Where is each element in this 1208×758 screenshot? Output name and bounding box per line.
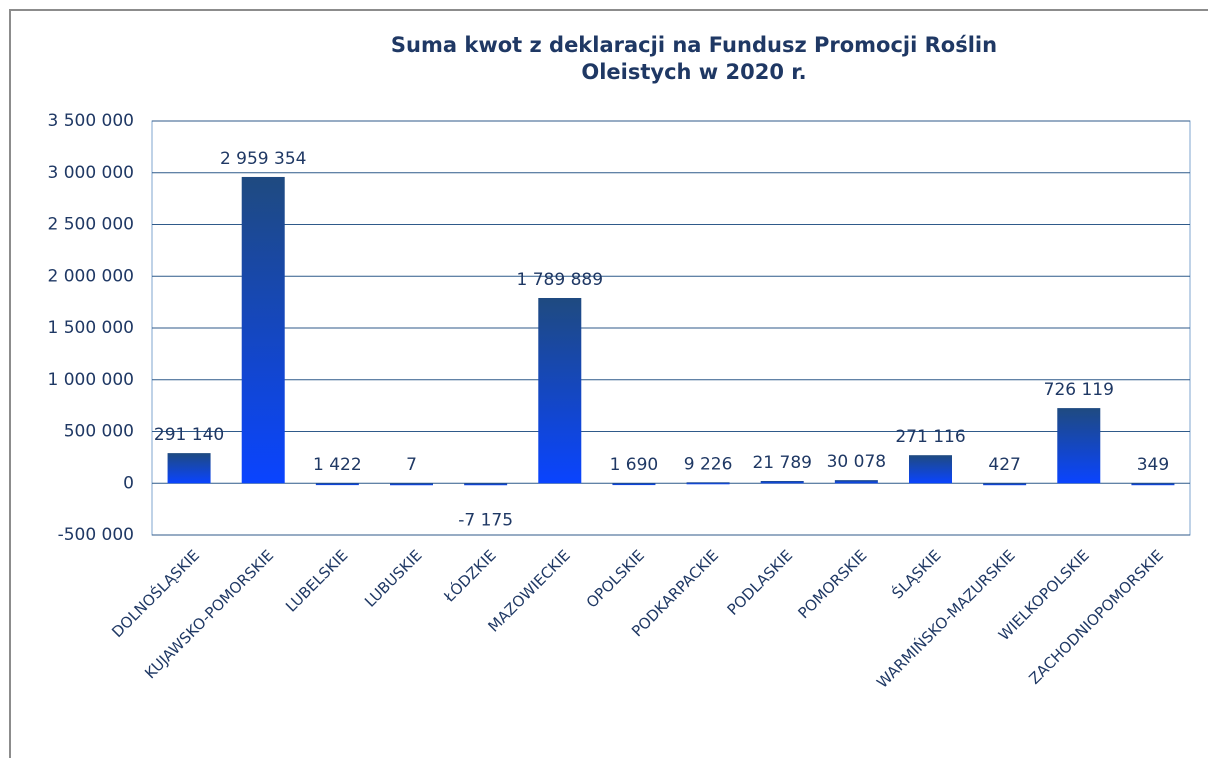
y-tick-label: 0 <box>123 473 134 493</box>
value-label: 9 226 <box>684 454 733 474</box>
x-tick-label: LUBELSKIE <box>282 546 351 615</box>
bar <box>241 176 285 484</box>
x-tick-label: ŁÓDZKIE <box>439 546 500 607</box>
title-wrap: Suma kwot z deklaracji na Fundusz Promoc… <box>0 32 1208 86</box>
y-tick-label: 1 500 000 <box>47 318 134 338</box>
value-label: 427 <box>988 455 1020 475</box>
value-label: 2 959 354 <box>220 149 307 169</box>
frame <box>9 9 1208 758</box>
value-label: 1 789 889 <box>517 270 604 290</box>
x-tick-label: KUJAWSKO-POMORSKIE <box>141 546 277 682</box>
bar <box>834 480 878 484</box>
bar <box>760 480 804 484</box>
y-tick-label: 2 000 000 <box>47 266 134 286</box>
y-tick-label: -500 000 <box>58 525 134 545</box>
x-tick-label: ZACHODNIOPOMORSKIE <box>1025 546 1167 688</box>
value-label: 30 078 <box>827 452 886 472</box>
bar <box>1131 483 1175 486</box>
y-tick-label: 500 000 <box>64 422 134 442</box>
value-label: 7 <box>406 455 417 475</box>
value-label: 1 690 <box>610 455 659 475</box>
x-tick-label: OPOLSKIE <box>583 546 648 611</box>
value-label: 271 116 <box>895 427 965 447</box>
bar <box>538 297 582 484</box>
bar <box>315 483 359 486</box>
x-tick-label: LUBUSKIE <box>361 546 425 610</box>
y-tick-label: 2 500 000 <box>47 215 134 235</box>
value-label: 726 119 <box>1044 380 1114 400</box>
x-tick-label: ŚLĄSKIE <box>888 546 945 603</box>
bar <box>390 483 433 486</box>
value-label: 21 789 <box>752 453 811 473</box>
bar <box>612 483 656 486</box>
x-tick-label: WARMIŃSKO-MAZURSKIE <box>873 546 1019 692</box>
value-label: 1 422 <box>313 455 362 475</box>
bar <box>167 453 211 484</box>
bar <box>1057 408 1101 484</box>
y-tick-label: 3 500 000 <box>47 111 134 131</box>
y-tick-label: 1 000 000 <box>47 370 134 390</box>
bar <box>686 482 730 485</box>
x-tick-label: POMORSKIE <box>794 546 870 622</box>
bar <box>464 483 508 486</box>
x-tick-label: PODLASKIE <box>724 546 797 619</box>
value-label: 291 140 <box>154 425 224 445</box>
chart-title: Suma kwot z deklaracji na Fundusz Promoc… <box>390 33 998 84</box>
bar <box>983 483 1027 486</box>
y-tick-label: 3 000 000 <box>47 163 134 183</box>
bar <box>909 455 952 484</box>
value-label: -7 175 <box>458 510 513 530</box>
value-label: 349 <box>1137 455 1169 475</box>
